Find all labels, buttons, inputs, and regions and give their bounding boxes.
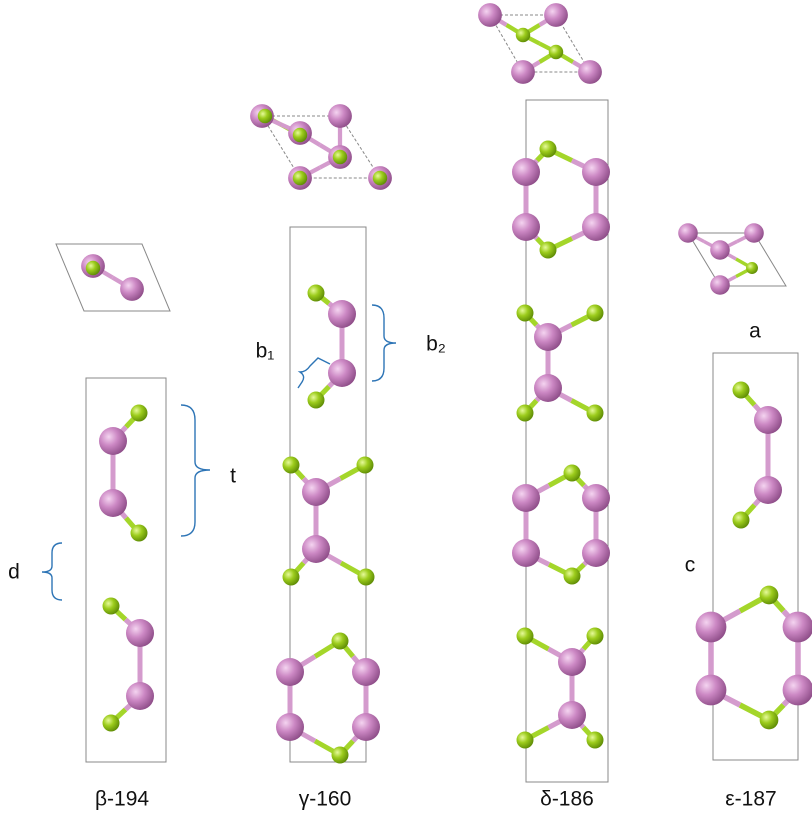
annotation-t: t: [230, 465, 236, 488]
atom-large: [99, 489, 127, 517]
atom-small: [131, 525, 148, 542]
atom-large: [578, 60, 602, 84]
atom-large: [710, 240, 730, 260]
annotation-a: a: [749, 320, 761, 343]
atom-small: [540, 141, 557, 158]
unit-cells: [56, 15, 798, 782]
atom-large: [696, 675, 727, 706]
atom-large: [276, 713, 304, 741]
atom-small: [760, 711, 779, 730]
atom-small: [517, 305, 534, 322]
atom-large: [328, 359, 356, 387]
atom-large: [544, 3, 568, 27]
bonds: [93, 15, 798, 755]
atom-small: [517, 405, 534, 422]
atom-large: [558, 648, 586, 676]
atom-small: [308, 285, 325, 302]
atom-large: [126, 682, 154, 710]
atom-large: [302, 535, 330, 563]
atom-small: [308, 392, 325, 409]
atom-large: [352, 658, 380, 686]
atom-large: [534, 374, 562, 402]
bracket-t: [181, 405, 210, 536]
atom-small: [131, 405, 148, 422]
atom-small: [587, 305, 604, 322]
atom-large: [276, 658, 304, 686]
atom-large: [352, 713, 380, 741]
atom-large: [582, 213, 610, 241]
atom-large: [783, 675, 812, 706]
atom-large: [99, 427, 127, 455]
atom-small: [357, 457, 374, 474]
atom-small: [283, 457, 300, 474]
atom-small: [733, 512, 750, 529]
atom-large: [558, 701, 586, 729]
atom-large: [744, 223, 764, 243]
atom-small: [283, 569, 300, 586]
annotation-b2: b₂: [426, 333, 446, 356]
atom-small: [293, 128, 307, 142]
atom-small: [733, 382, 750, 399]
atom-small: [333, 150, 347, 164]
figure: t d b₁ b₂ a c β-194 γ-160 δ-186 ε-187: [0, 0, 812, 815]
atom-small: [760, 586, 779, 605]
atom-small: [587, 405, 604, 422]
structure-label: γ-160: [299, 788, 352, 811]
atom-small: [549, 45, 563, 59]
annotation-b1: b₁: [256, 340, 275, 363]
atom-large: [754, 406, 782, 434]
atom-large: [328, 104, 352, 128]
atom-large: [783, 612, 812, 643]
atom-small: [516, 28, 530, 42]
atom-large: [302, 478, 330, 506]
atom-small: [103, 598, 120, 615]
atom-small: [564, 568, 581, 585]
atom-large: [512, 539, 540, 567]
atom-large: [582, 158, 610, 186]
atoms: [81, 3, 812, 763]
atom-small: [86, 261, 100, 275]
atom-small: [564, 465, 581, 482]
atom-large: [512, 213, 540, 241]
atom-small: [517, 628, 534, 645]
structure-label: β-194: [95, 788, 149, 811]
atom-small: [373, 171, 387, 185]
atom-large: [678, 223, 698, 243]
atom-large: [582, 484, 610, 512]
atom-small: [587, 628, 604, 645]
atom-large: [328, 300, 356, 328]
atom-large: [512, 484, 540, 512]
atom-large: [512, 158, 540, 186]
atom-large: [478, 3, 502, 27]
atom-large: [582, 539, 610, 567]
atom-large: [754, 476, 782, 504]
atom-large: [696, 612, 727, 643]
structure-label: δ-186: [540, 788, 594, 811]
atom-small: [517, 732, 534, 749]
atom-small: [293, 171, 307, 185]
atom-small: [540, 242, 557, 259]
atom-small: [332, 633, 349, 650]
atom-small: [587, 732, 604, 749]
atom-large: [511, 60, 535, 84]
bracket-b2: [372, 305, 396, 381]
atom-small: [103, 715, 120, 732]
structure-label: ε-187: [725, 788, 776, 811]
atom-small: [746, 262, 758, 274]
annotation-d: d: [8, 561, 20, 584]
bracket-d: [42, 543, 62, 600]
cell-beta: [86, 378, 166, 762]
atom-large: [534, 323, 562, 351]
atom-small: [332, 747, 349, 764]
atom-large: [126, 619, 154, 647]
atom-small: [358, 569, 375, 586]
atom-large: [710, 275, 730, 295]
bracket-b1: [298, 358, 330, 388]
atom-large: [120, 277, 144, 301]
atom-small: [258, 109, 272, 123]
annotation-c: c: [685, 554, 696, 577]
